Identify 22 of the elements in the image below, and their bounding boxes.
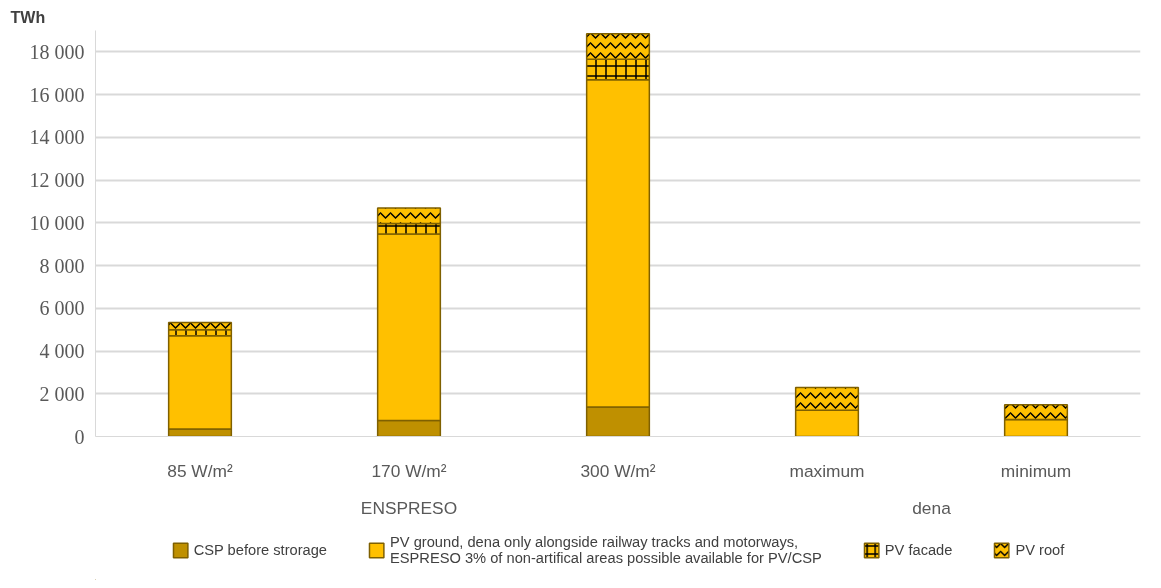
y-tick-label: 2 000 — [39, 382, 85, 405]
y-tick-label: 12 000 — [29, 169, 85, 192]
y-tick-label: 14 000 — [29, 126, 85, 149]
legend-label: PV roof — [1015, 542, 1065, 558]
y-tick-label: 6 000 — [39, 297, 85, 320]
legend-label: PV ground, dena only alongside railway tracks and motorways, ESPRESO 3% of non-artifical areas possible available for PV/CSP — [390, 534, 822, 566]
x-tick-label: maximum — [789, 460, 865, 481]
x-tick-label: minimum — [1000, 460, 1072, 481]
x-tick-label: 300 W/m² — [580, 460, 656, 481]
y-axis-title: TWh — [10, 8, 46, 26]
y-tick-label: 18 000 — [29, 40, 85, 63]
y-tick-label: 0 — [74, 425, 85, 448]
text: ENSPRESO — [360, 497, 458, 518]
x-tick-label: 170 W/m² — [371, 460, 447, 481]
text: dena — [912, 497, 952, 518]
y-tick-label: 16 000 — [29, 83, 85, 106]
legend-label: PV facade — [884, 542, 953, 558]
y-tick-label: 4 000 — [39, 340, 85, 363]
y-tick-label: 8 000 — [39, 254, 85, 277]
legend-label: CSP before strorage — [193, 542, 328, 558]
x-tick-label: 85 W/m² — [167, 460, 233, 481]
y-tick-label: 10 000 — [29, 211, 85, 234]
